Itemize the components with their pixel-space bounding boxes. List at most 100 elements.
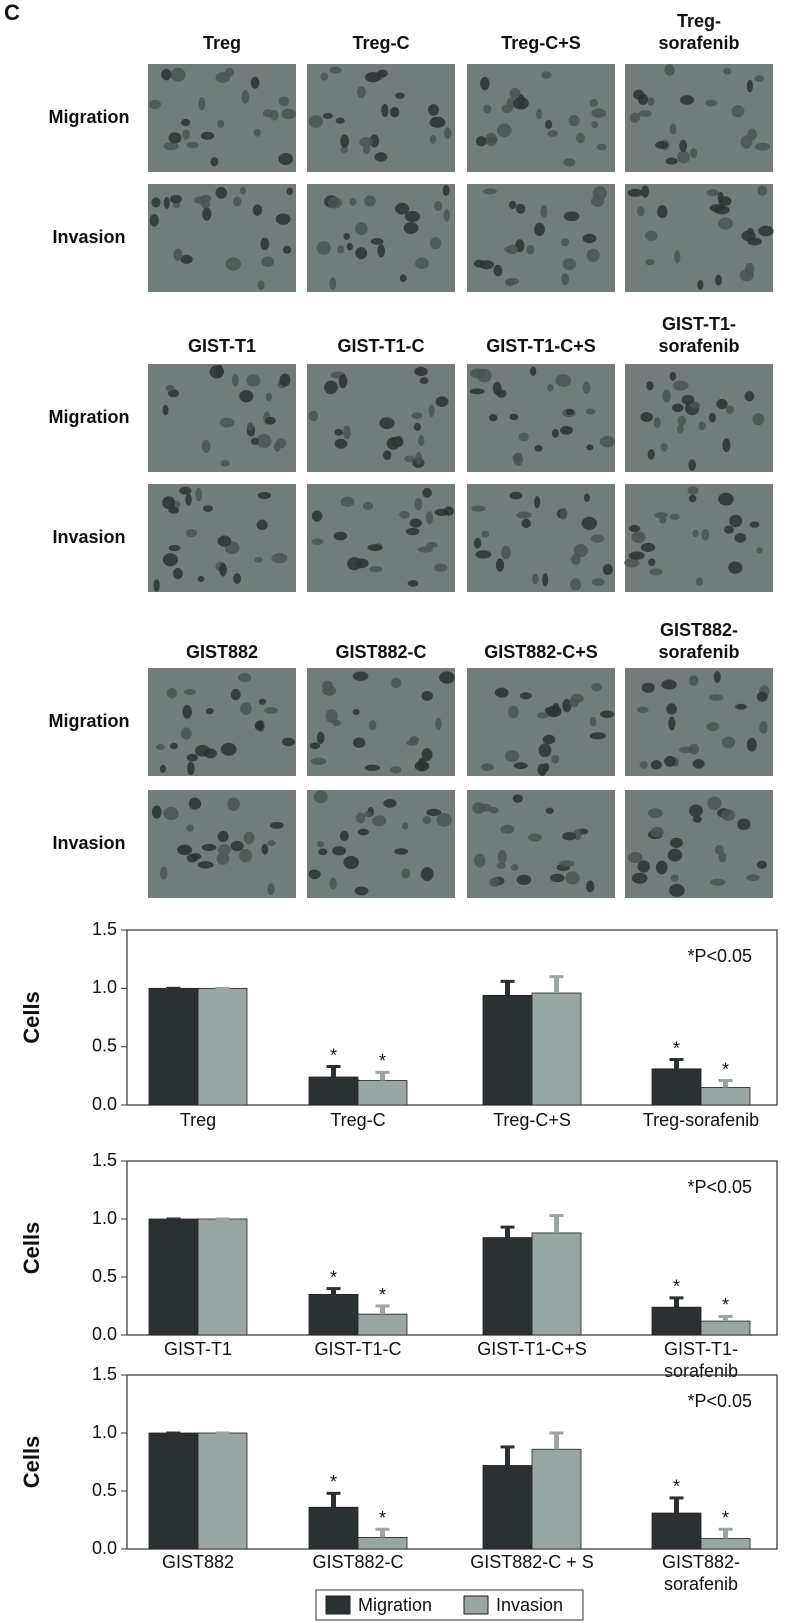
cell: [555, 374, 572, 387]
bar: [700, 1320, 751, 1336]
cell: [497, 849, 507, 864]
plot-frame: [126, 1160, 778, 1336]
cell: [252, 204, 263, 216]
bar: [197, 987, 248, 1106]
cell: [636, 706, 649, 713]
cell: [411, 412, 423, 419]
cell: [666, 703, 677, 715]
cell: [488, 413, 498, 422]
cell: [530, 366, 537, 377]
cell: [542, 573, 549, 587]
cell: [443, 209, 451, 222]
cell: [230, 688, 241, 701]
x-tick-label: GIST882-C + S: [470, 1552, 594, 1572]
cell: [414, 498, 423, 511]
cell: [239, 389, 254, 403]
cell: [372, 815, 387, 827]
significance-marker: *: [330, 1472, 337, 1492]
cell: [368, 565, 383, 573]
cell: [647, 97, 655, 106]
legend-label: Invasion: [496, 1595, 563, 1615]
cell: [591, 120, 599, 129]
cell: [560, 238, 570, 247]
cell: [241, 90, 250, 104]
cell: [692, 758, 705, 769]
error-bar: [669, 1296, 684, 1308]
error-bar: [549, 1214, 564, 1233]
cell: [640, 411, 653, 423]
cell: [545, 807, 554, 814]
bar: [308, 1294, 359, 1336]
cell: [405, 527, 420, 536]
error-bar: [326, 1065, 341, 1077]
cell: [647, 449, 655, 460]
cell: [674, 250, 681, 264]
micrograph-bg: [148, 668, 296, 776]
cell: [697, 280, 704, 290]
cell: [414, 760, 430, 772]
cell: [731, 105, 745, 118]
cell: [170, 67, 186, 82]
annotation: *P<0.05: [687, 946, 752, 966]
cell: [201, 843, 217, 852]
cell: [756, 547, 763, 554]
y-tick-label: 1.0: [92, 977, 117, 997]
error-bar: [718, 1079, 733, 1088]
cell: [720, 809, 736, 821]
cell: [542, 734, 556, 745]
micrograph: [467, 790, 615, 898]
cell: [220, 459, 230, 467]
cell: [505, 750, 520, 762]
cell: [404, 210, 421, 222]
cell: [356, 85, 366, 99]
cell: [210, 157, 219, 167]
cell: [591, 578, 605, 586]
cell: [182, 704, 193, 719]
cell: [381, 103, 389, 118]
cell: [186, 824, 194, 832]
cell: [627, 852, 643, 864]
cell: [500, 824, 515, 835]
cell: [314, 790, 328, 804]
cell: [474, 853, 486, 868]
cell: [180, 118, 191, 127]
cell: [746, 79, 753, 93]
cell: [391, 677, 402, 689]
cell: [170, 194, 182, 204]
cell: [256, 519, 268, 531]
error-bar: [375, 1304, 390, 1315]
cell: [504, 246, 512, 253]
cell: [518, 432, 529, 442]
y-tick-label: 0.5: [92, 1266, 117, 1286]
cell: [419, 377, 429, 384]
y-tick-label: 1.5: [92, 1364, 117, 1384]
cell: [246, 422, 254, 431]
cell: [631, 872, 648, 884]
cell: [507, 705, 519, 719]
cell: [346, 242, 353, 251]
cell: [225, 257, 242, 271]
cell: [563, 211, 580, 222]
cell: [399, 274, 407, 283]
cell: [565, 408, 575, 416]
cell: [670, 874, 680, 882]
cell: [439, 671, 455, 684]
micrograph: [148, 364, 296, 472]
cell: [246, 374, 261, 387]
cell: [559, 860, 575, 868]
cell: [638, 110, 652, 117]
cell: [162, 496, 176, 509]
cell: [204, 748, 217, 759]
x-tick-label: Treg-C+S: [493, 1110, 571, 1130]
y-tick-label: 0.0: [92, 1324, 117, 1344]
cell: [509, 413, 519, 421]
cell: [599, 435, 615, 448]
cell: [509, 88, 521, 99]
cell: [633, 89, 645, 100]
plot-frame: [126, 929, 778, 1106]
cell: [538, 743, 552, 758]
cell: [436, 813, 452, 827]
cell: [434, 201, 443, 212]
cell: [516, 511, 532, 519]
cell: [227, 797, 240, 811]
